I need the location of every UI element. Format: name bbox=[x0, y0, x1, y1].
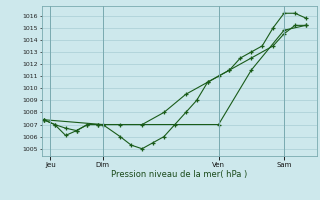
X-axis label: Pression niveau de la mer( hPa ): Pression niveau de la mer( hPa ) bbox=[111, 170, 247, 179]
